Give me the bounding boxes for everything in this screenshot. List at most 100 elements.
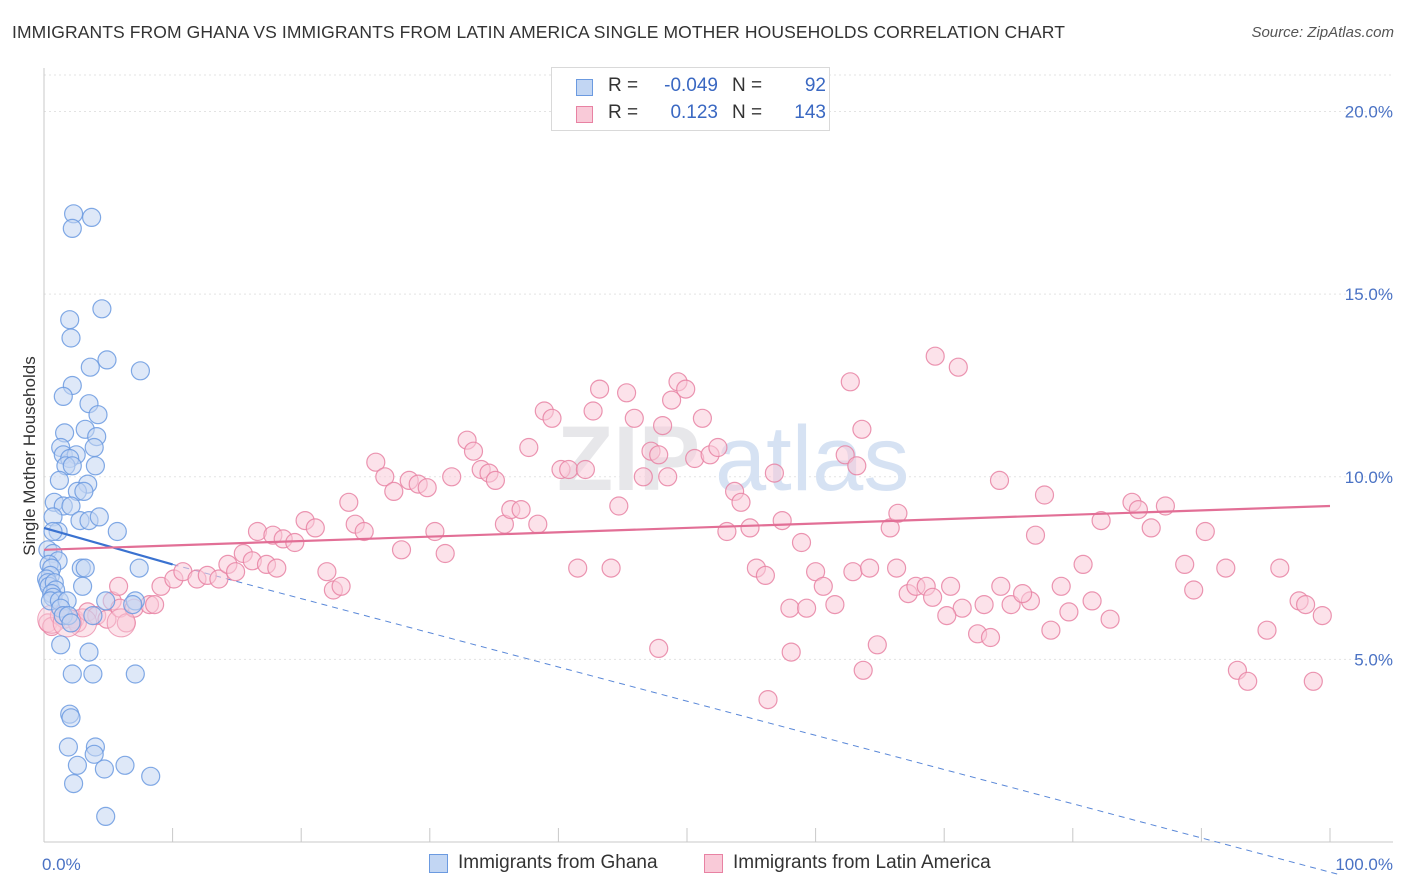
ghana-point [61,613,81,633]
latin-america-point [624,408,644,428]
watermark-atlas: atlas [715,408,909,510]
y-tick-label: 5.0% [1354,650,1393,669]
latin-america-point [867,635,887,655]
latin-america-point [922,587,943,607]
ghana-point [92,299,112,319]
latin-america-point [853,660,873,680]
latin-america-point-large [106,608,136,638]
correlation-legend: R = -0.049 N = 92 R = 0.123 N = 143 [551,67,830,131]
ghana-point [107,521,127,542]
latin-america-point [1041,620,1061,640]
source-label: Source: ZipAtlas.com [1251,24,1394,41]
x-tick-label: 100.0% [1335,855,1393,874]
r-value: -0.049 [664,75,718,96]
latin-america-point [708,437,728,458]
ghana-point [141,766,161,786]
latin-america-point [676,379,696,399]
ghana-point [130,361,150,381]
latin-america-point [1303,671,1323,691]
latin-america-point [937,605,957,626]
latin-america-point [991,576,1011,596]
ghana-point [84,744,104,764]
latin-america-point [601,558,621,578]
latin-america-point [633,467,653,487]
latin-america-point [1184,580,1204,600]
ghana-point [62,664,82,684]
y-tick-label: 20.0% [1345,103,1393,122]
latin-america-point [1012,583,1033,604]
latin-america-point [1082,591,1102,611]
latin-america-point [589,379,610,399]
n-label: N = [732,102,763,123]
latin-america-point [209,569,229,589]
latin-america-point [840,372,860,392]
ghana-points [36,204,161,827]
latin-america-point [1141,518,1161,538]
ghana-point [58,737,79,757]
latin-america-point [559,459,579,480]
ghana-point [67,755,88,775]
latin-america-point [331,576,351,596]
latin-america-point [692,408,713,428]
latin-america-point [859,558,880,578]
y-tick-labels: 5.0% 10.0% 15.0% 20.0% [1345,103,1393,670]
latin-america-point [948,357,968,377]
latin-america-point [366,452,386,472]
latin-america-point [888,503,908,523]
latin-america-point [305,518,325,538]
latin-america-point [825,594,845,615]
latin-america-point [108,576,129,596]
ghana-point [80,357,100,377]
latin-america-legend-swatch [704,854,723,873]
latin-america-point [375,467,395,487]
latin-america-swatch [576,106,593,123]
latin-america-point [317,562,337,582]
ghana-point [97,350,117,370]
latin-america-point [835,445,855,465]
latin-america-point [843,562,863,582]
ghana-point [94,759,115,779]
latin-america-point [758,689,778,710]
latin-america-point [740,518,760,538]
ghana-point [49,470,70,490]
latin-america-point [511,500,531,520]
latin-america-point [575,459,596,480]
latin-america-point [989,470,1010,490]
latin-america-point [886,558,907,578]
ghana-point [62,456,82,476]
ghana-point [115,755,135,775]
n-value: 143 [794,102,826,123]
latin-america-point [1238,671,1258,691]
y-tick-label: 10.0% [1345,468,1393,487]
latin-america-trend-line [43,504,1331,551]
ghana-legend-label: Immigrants from Ghana [458,852,658,873]
ghana-point [123,594,143,615]
latin-america-point [384,481,404,501]
ghana-point [125,664,145,684]
latin-america-point [354,521,374,542]
latin-america-point [649,638,669,659]
latin-america-point [661,390,682,410]
latin-america-legend-label: Immigrants from Latin America [733,852,991,873]
ghana-point [60,310,80,330]
latin-america-point [1059,602,1079,622]
r-value: 0.123 [670,102,718,123]
latin-america-point [652,416,673,436]
ghana-point [61,708,81,728]
latin-america-point [847,456,867,476]
latin-america-point [1195,521,1215,542]
latin-america-point [952,598,972,618]
latin-america-point [764,463,785,483]
y-tick-label: 15.0% [1345,285,1393,304]
latin-america-point [226,562,246,582]
latin-america-point [925,346,945,366]
ghana-point [74,481,94,501]
latin-america-point [1295,594,1316,615]
latin-america-point [755,565,776,586]
ghana-point [96,591,116,611]
latin-america-point [463,441,484,461]
latin-america-point [145,594,165,615]
latin-america-point [542,408,562,428]
n-value: 92 [804,75,826,96]
